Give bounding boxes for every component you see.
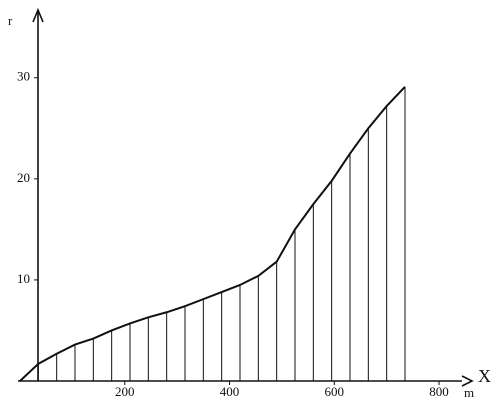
x-tick-label: 200 <box>115 384 135 399</box>
x-axis-arrow <box>461 375 474 387</box>
curve <box>19 86 406 382</box>
x-tick-label: 600 <box>325 384 345 399</box>
y-axis-arrow <box>32 7 44 23</box>
y-tick-label: 20 <box>17 170 30 185</box>
x-tick-label: 400 <box>220 384 240 399</box>
y-tick-label: 10 <box>17 271 30 286</box>
x-unit: m <box>464 385 474 400</box>
y-tick-label: 30 <box>17 69 30 84</box>
x-axis-label: X <box>478 366 491 386</box>
y-axis-label: r <box>8 13 13 28</box>
x-tick-label: 800 <box>429 384 449 399</box>
